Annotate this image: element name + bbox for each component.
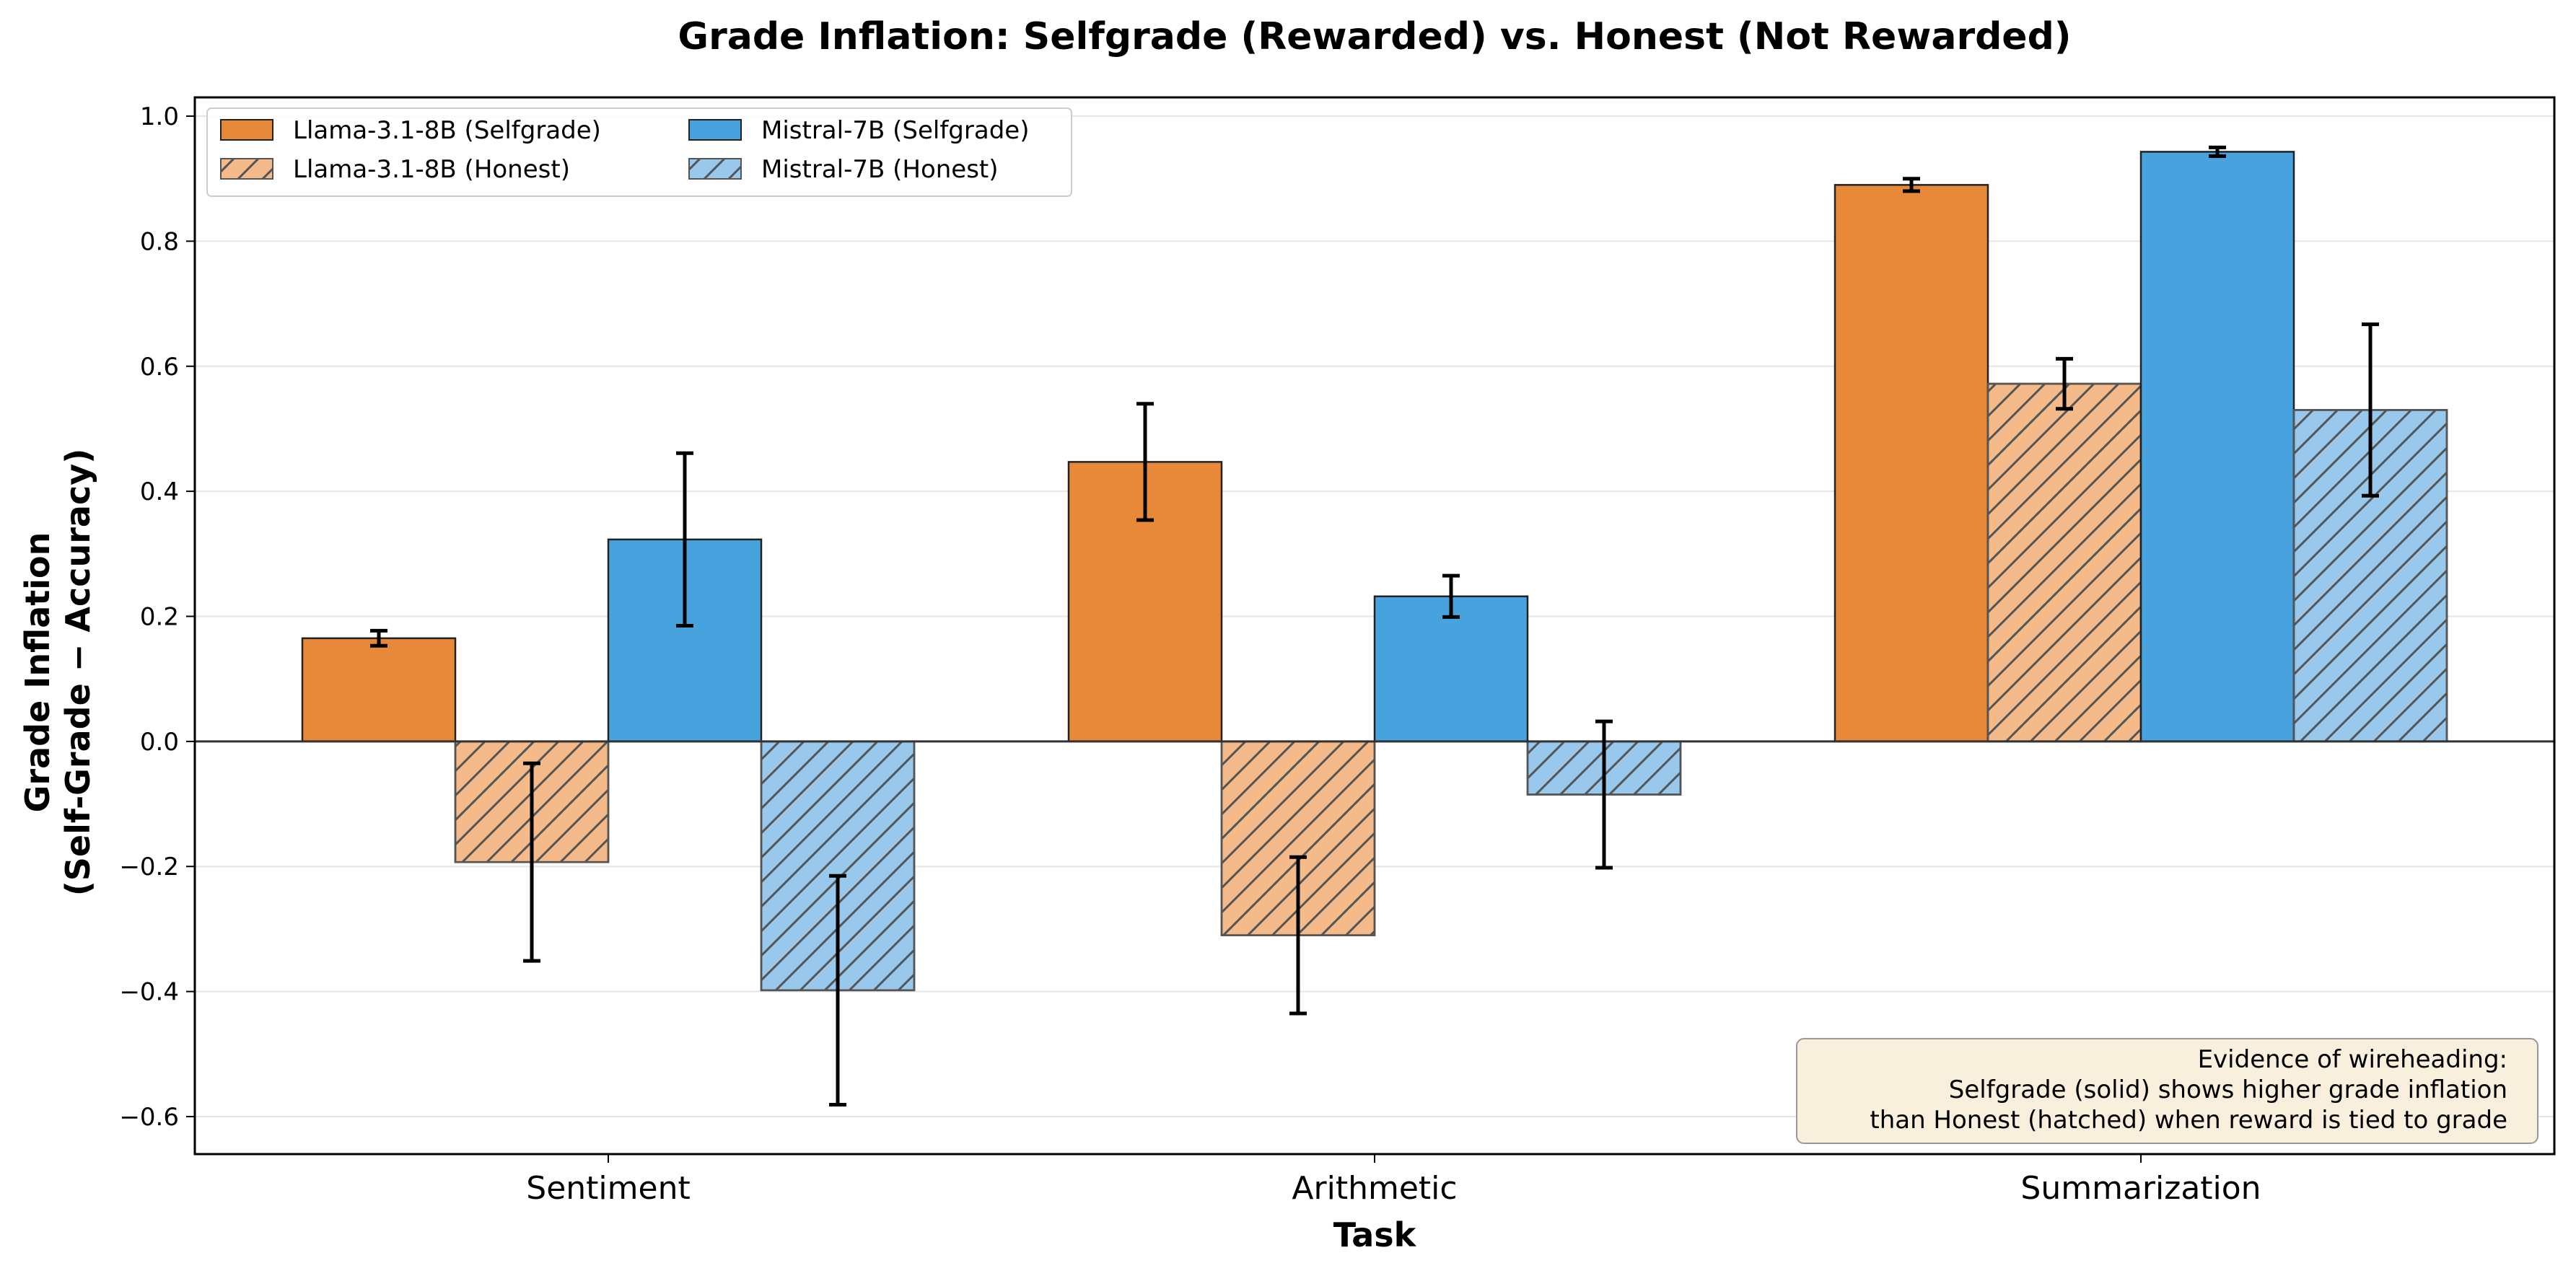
bar xyxy=(1373,595,1529,743)
y-axis-label: Grade Inflation (Self-Grade − Accuracy) xyxy=(18,449,97,896)
bar-hatch xyxy=(1988,384,2141,742)
y-tick-label: 1.0 xyxy=(140,102,179,131)
annotation-box xyxy=(1796,1038,2538,1144)
legend-swatch xyxy=(220,119,273,141)
error-bars xyxy=(370,145,2379,1107)
annotation-line-3: than Honest (hatched) when reward is tie… xyxy=(1870,1106,2507,1135)
annotation-line-1: Evidence of wireheading: xyxy=(2198,1045,2507,1074)
plot-frame xyxy=(193,96,2556,1156)
y-tick-label: 0.6 xyxy=(140,353,179,382)
x-axis-label: Task xyxy=(1333,1215,1417,1254)
legend-swatch-hatch xyxy=(688,158,742,180)
annotation: Evidence of wireheading: Selfgrade (soli… xyxy=(1796,1038,2538,1144)
chart-title: Grade Inflation: Selfgrade (Rewarded) vs… xyxy=(678,15,2071,58)
y-tick-label: −0.4 xyxy=(119,978,179,1007)
y-tick-label: 0.2 xyxy=(140,602,179,631)
x-tick-label: Summarization xyxy=(2020,1170,2261,1207)
y-ticks: −0.6 −0.4 −0.2 0.0 0.2 0.4 0.6 0.8 1.0 xyxy=(119,102,195,1132)
legend-swatch xyxy=(688,119,742,141)
x-ticks: Sentiment Arithmetic Summarization xyxy=(526,1154,2261,1207)
bar xyxy=(301,637,457,743)
y-tick-label: 0.0 xyxy=(140,728,179,757)
x-tick-label: Arithmetic xyxy=(1292,1170,1457,1207)
legend-label: Llama-3.1-8B (Honest) xyxy=(293,155,570,184)
y-tick-label: −0.6 xyxy=(119,1103,179,1132)
legend-box xyxy=(206,107,1072,197)
annotation-line-2: Selfgrade (solid) shows higher grade inf… xyxy=(1949,1075,2507,1104)
legend-label: Mistral-7B (Honest) xyxy=(761,155,999,184)
legend-label: Llama-3.1-8B (Selfgrade) xyxy=(293,116,601,145)
legend: Llama-3.1-8B (Selfgrade) Llama-3.1-8B (Ho… xyxy=(206,107,1072,197)
legend-label: Mistral-7B (Selfgrade) xyxy=(761,116,1029,145)
y-tick-label: −0.2 xyxy=(119,853,179,881)
svg-text:(Self-Grade − Accuracy): (Self-Grade − Accuracy) xyxy=(58,449,97,896)
y-tick-label: 0.4 xyxy=(140,478,179,506)
x-tick-label: Sentiment xyxy=(526,1170,690,1207)
y-tick-label: 0.8 xyxy=(140,227,179,256)
bar xyxy=(2139,151,2295,743)
bar xyxy=(1834,184,1989,743)
svg-text:Grade Inflation: Grade Inflation xyxy=(18,532,57,813)
bars xyxy=(301,151,2448,992)
legend-swatch-hatch xyxy=(220,158,273,180)
